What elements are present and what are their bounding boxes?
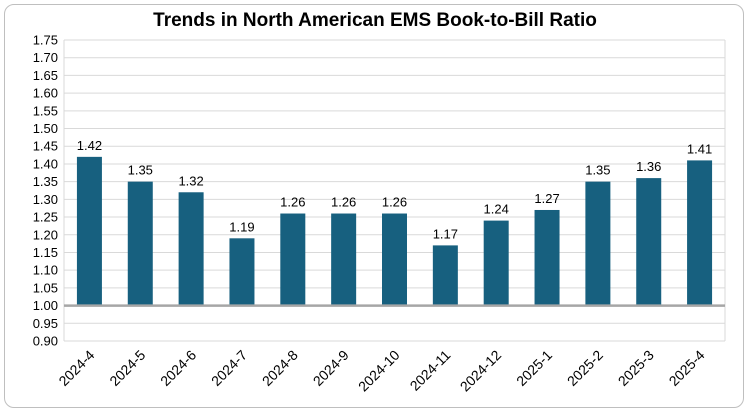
- y-tick-label: 0.90: [33, 334, 58, 349]
- x-tick-label: 2024-9: [310, 347, 352, 389]
- x-tick-label: 2024-11: [407, 347, 454, 394]
- y-tick-label: 1.40: [33, 156, 58, 171]
- y-tick-label: 1.00: [33, 298, 58, 313]
- data-label: 1.36: [636, 159, 661, 174]
- bar: [127, 181, 153, 306]
- y-tick-label: 1.35: [33, 174, 58, 189]
- data-label: 1.26: [331, 195, 356, 210]
- y-axis-ticks: 1.75 1.70 1.65 1.60 1.55 1.50 1.45 1.40 1.35 1.30…: [33, 33, 58, 349]
- bar: [382, 213, 407, 306]
- data-label: 1.32: [178, 173, 203, 188]
- x-tick-label: 2024-10: [355, 347, 403, 395]
- bar: [483, 220, 509, 306]
- y-tick-label: 1.15: [33, 245, 58, 260]
- x-tick-label: 2025-1: [513, 347, 555, 389]
- data-label: 1.17: [433, 226, 458, 241]
- bar: [229, 238, 255, 306]
- x-tick-label: 2024-8: [259, 347, 301, 389]
- y-tick-label: 1.30: [33, 192, 58, 207]
- x-axis-ticks: 2024-4 2024-5 2024-6 2024-7 2024-8 2024-9 2024…: [55, 347, 707, 395]
- x-tick-label: 2024-12: [457, 347, 505, 395]
- data-label: 1.35: [128, 163, 153, 178]
- bar: [178, 192, 204, 306]
- y-tick-label: 1.60: [33, 86, 58, 101]
- data-label: 1.24: [484, 202, 509, 217]
- bar: [585, 181, 611, 306]
- x-tick-label: 2024-5: [106, 347, 148, 389]
- bar: [534, 209, 560, 306]
- data-label: 1.26: [280, 195, 305, 210]
- x-tick-label: 2025-2: [564, 347, 606, 389]
- x-tick-label: 2025-3: [615, 347, 657, 389]
- data-label: 1.26: [382, 195, 407, 210]
- y-tick-label: 1.25: [33, 210, 58, 225]
- bar: [687, 160, 713, 306]
- data-label: 1.41: [687, 141, 712, 156]
- y-tick-label: 0.95: [33, 316, 58, 331]
- y-tick-label: 1.55: [33, 103, 58, 118]
- data-label: 1.27: [534, 191, 559, 206]
- y-tick-label: 1.75: [33, 33, 58, 48]
- data-label: 1.19: [229, 219, 254, 234]
- y-tick-label: 1.65: [33, 68, 58, 83]
- y-tick-label: 1.10: [33, 263, 58, 278]
- bar: [331, 213, 357, 306]
- data-label: 1.42: [77, 138, 102, 153]
- y-tick-label: 1.50: [33, 121, 58, 136]
- bar: [432, 245, 458, 306]
- x-tick-label: 2024-7: [208, 347, 250, 389]
- y-tick-label: 1.70: [33, 50, 58, 65]
- bar: [636, 178, 662, 306]
- data-labels: 1.42 1.35 1.32 1.19 1.26 1.26 1.26 1.17 1.24 1.27…: [77, 138, 712, 242]
- bar: [76, 156, 102, 306]
- x-tick-label: 2024-4: [55, 347, 97, 389]
- y-tick-label: 1.05: [33, 280, 58, 295]
- y-tick-label: 1.45: [33, 139, 58, 154]
- data-label: 1.35: [585, 163, 610, 178]
- bars: [76, 156, 713, 306]
- y-tick-label: 1.20: [33, 227, 58, 242]
- x-tick-label: 2024-6: [157, 347, 199, 389]
- chart-title: Trends in North American EMS Book-to-Bil…: [153, 10, 597, 31]
- x-tick-label: 2025-4: [666, 347, 708, 389]
- bar: [280, 213, 306, 306]
